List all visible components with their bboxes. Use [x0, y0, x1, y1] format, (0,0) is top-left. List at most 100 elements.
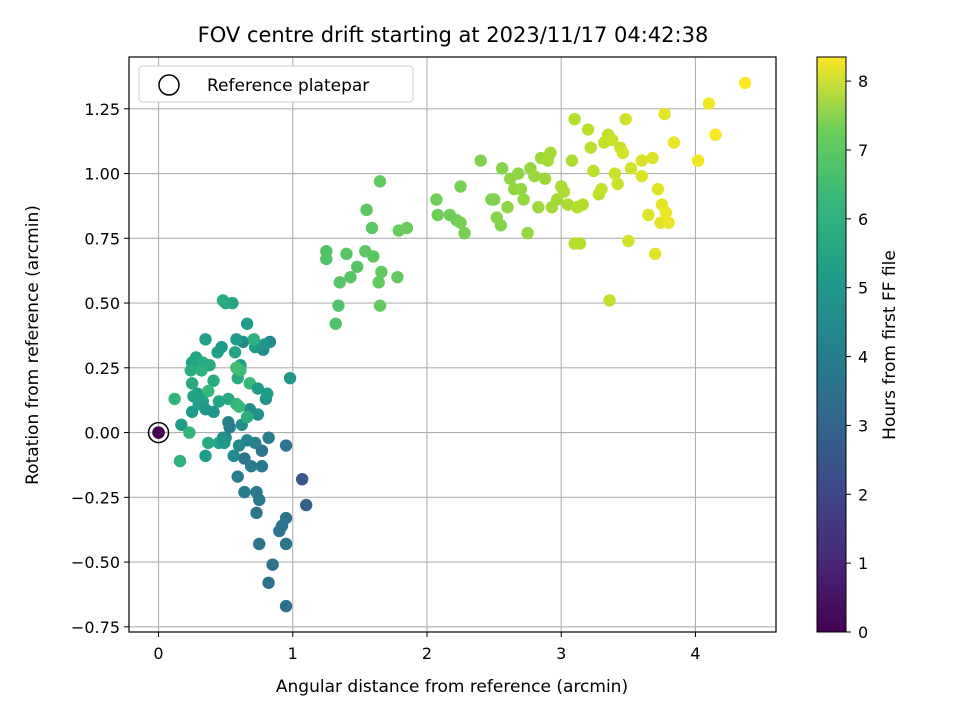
data-point	[538, 172, 552, 185]
data-point	[474, 154, 487, 167]
data-point	[173, 454, 187, 468]
colorbar-tick-label: 5	[858, 279, 868, 298]
data-point	[375, 265, 388, 279]
data-point	[261, 387, 274, 400]
data-point	[255, 460, 269, 473]
data-point	[279, 599, 293, 613]
data-points	[152, 76, 752, 613]
colorbar-ticks: 0 1 2 3 4 5 6 7 8	[846, 72, 868, 642]
colorbar-tick-label: 2	[858, 485, 868, 504]
y-tick-label: 1.00	[84, 165, 120, 184]
data-point	[333, 276, 346, 289]
data-point	[283, 371, 297, 385]
data-point	[659, 206, 673, 219]
data-point	[232, 400, 246, 413]
data-point	[240, 317, 254, 330]
y-tick-label: −0.75	[71, 618, 120, 637]
data-point	[624, 162, 638, 175]
data-point	[184, 364, 197, 377]
data-point	[230, 361, 243, 375]
chart-title: FOV centre drift starting at 2023/11/17 …	[198, 23, 709, 47]
data-point	[350, 260, 364, 273]
data-point	[603, 294, 616, 307]
data-point	[517, 193, 530, 206]
y-tick-label: 0.25	[84, 359, 120, 378]
data-point	[611, 177, 624, 191]
data-point	[514, 182, 528, 196]
data-point	[299, 498, 313, 512]
data-point	[207, 405, 220, 419]
data-point	[367, 250, 380, 263]
y-axis-ticks: −0.75 −0.50 −0.25 0.00 0.25 0.50 0.75 1.00 1.25	[71, 100, 129, 637]
data-point	[501, 201, 514, 214]
data-point	[279, 511, 293, 525]
data-point	[228, 346, 242, 359]
data-point	[340, 247, 353, 261]
reference-ring	[147, 421, 170, 444]
data-point	[606, 133, 619, 147]
x-axis-ticks: 0 1 2 3 4	[153, 632, 701, 663]
data-point	[365, 221, 379, 235]
data-point	[373, 175, 387, 188]
data-point	[458, 226, 471, 240]
x-tick-label: 2	[422, 644, 432, 663]
data-point	[231, 470, 244, 483]
data-point	[279, 537, 293, 551]
plot-frame	[128, 56, 777, 633]
data-point	[199, 449, 212, 463]
data-point	[738, 76, 752, 90]
y-tick-label: 0.50	[84, 294, 120, 313]
data-point	[595, 182, 608, 196]
data-point	[561, 198, 575, 211]
x-tick-label: 0	[153, 644, 163, 663]
data-point	[216, 294, 230, 307]
colorbar-tick-label: 3	[858, 416, 868, 435]
data-point	[454, 180, 467, 193]
y-tick-label: 0.75	[84, 229, 120, 248]
data-point	[454, 216, 467, 229]
data-point	[667, 136, 681, 149]
data-point	[320, 252, 333, 266]
colorbar-gradient	[816, 56, 847, 633]
colorbar-tick-label: 4	[858, 348, 868, 367]
data-point	[251, 408, 265, 421]
data-point	[576, 198, 589, 211]
data-point	[199, 333, 212, 346]
data-point	[223, 421, 236, 434]
data-point	[619, 112, 632, 126]
data-point	[185, 377, 199, 390]
data-point	[622, 234, 635, 248]
y-tick-label: −0.50	[71, 553, 120, 572]
data-point	[215, 340, 228, 354]
data-point	[262, 431, 275, 444]
data-point	[258, 338, 271, 351]
data-point	[344, 270, 357, 284]
colorbar-tick-label: 6	[858, 210, 868, 229]
data-point	[250, 485, 263, 499]
data-point	[487, 193, 501, 206]
data-point	[373, 299, 387, 312]
data-point	[568, 112, 581, 126]
data-point	[658, 107, 671, 121]
data-point	[494, 219, 508, 232]
data-point	[709, 128, 722, 141]
data-point	[232, 439, 246, 452]
data-point	[332, 299, 345, 312]
data-point	[240, 410, 254, 424]
data-point	[584, 141, 597, 154]
data-point	[635, 154, 648, 167]
data-point	[532, 201, 545, 214]
data-point	[168, 392, 181, 406]
data-point	[662, 216, 675, 229]
data-point	[185, 405, 199, 419]
data-point	[372, 276, 385, 289]
legend-marker-reference	[158, 74, 180, 96]
colorbar-label: Hours from first FF file	[880, 250, 900, 440]
data-point	[651, 182, 665, 196]
data-point	[195, 364, 208, 377]
data-point	[266, 558, 279, 571]
data-point	[691, 154, 705, 167]
y-tick-label: 0.00	[84, 424, 120, 443]
data-point	[250, 506, 263, 520]
